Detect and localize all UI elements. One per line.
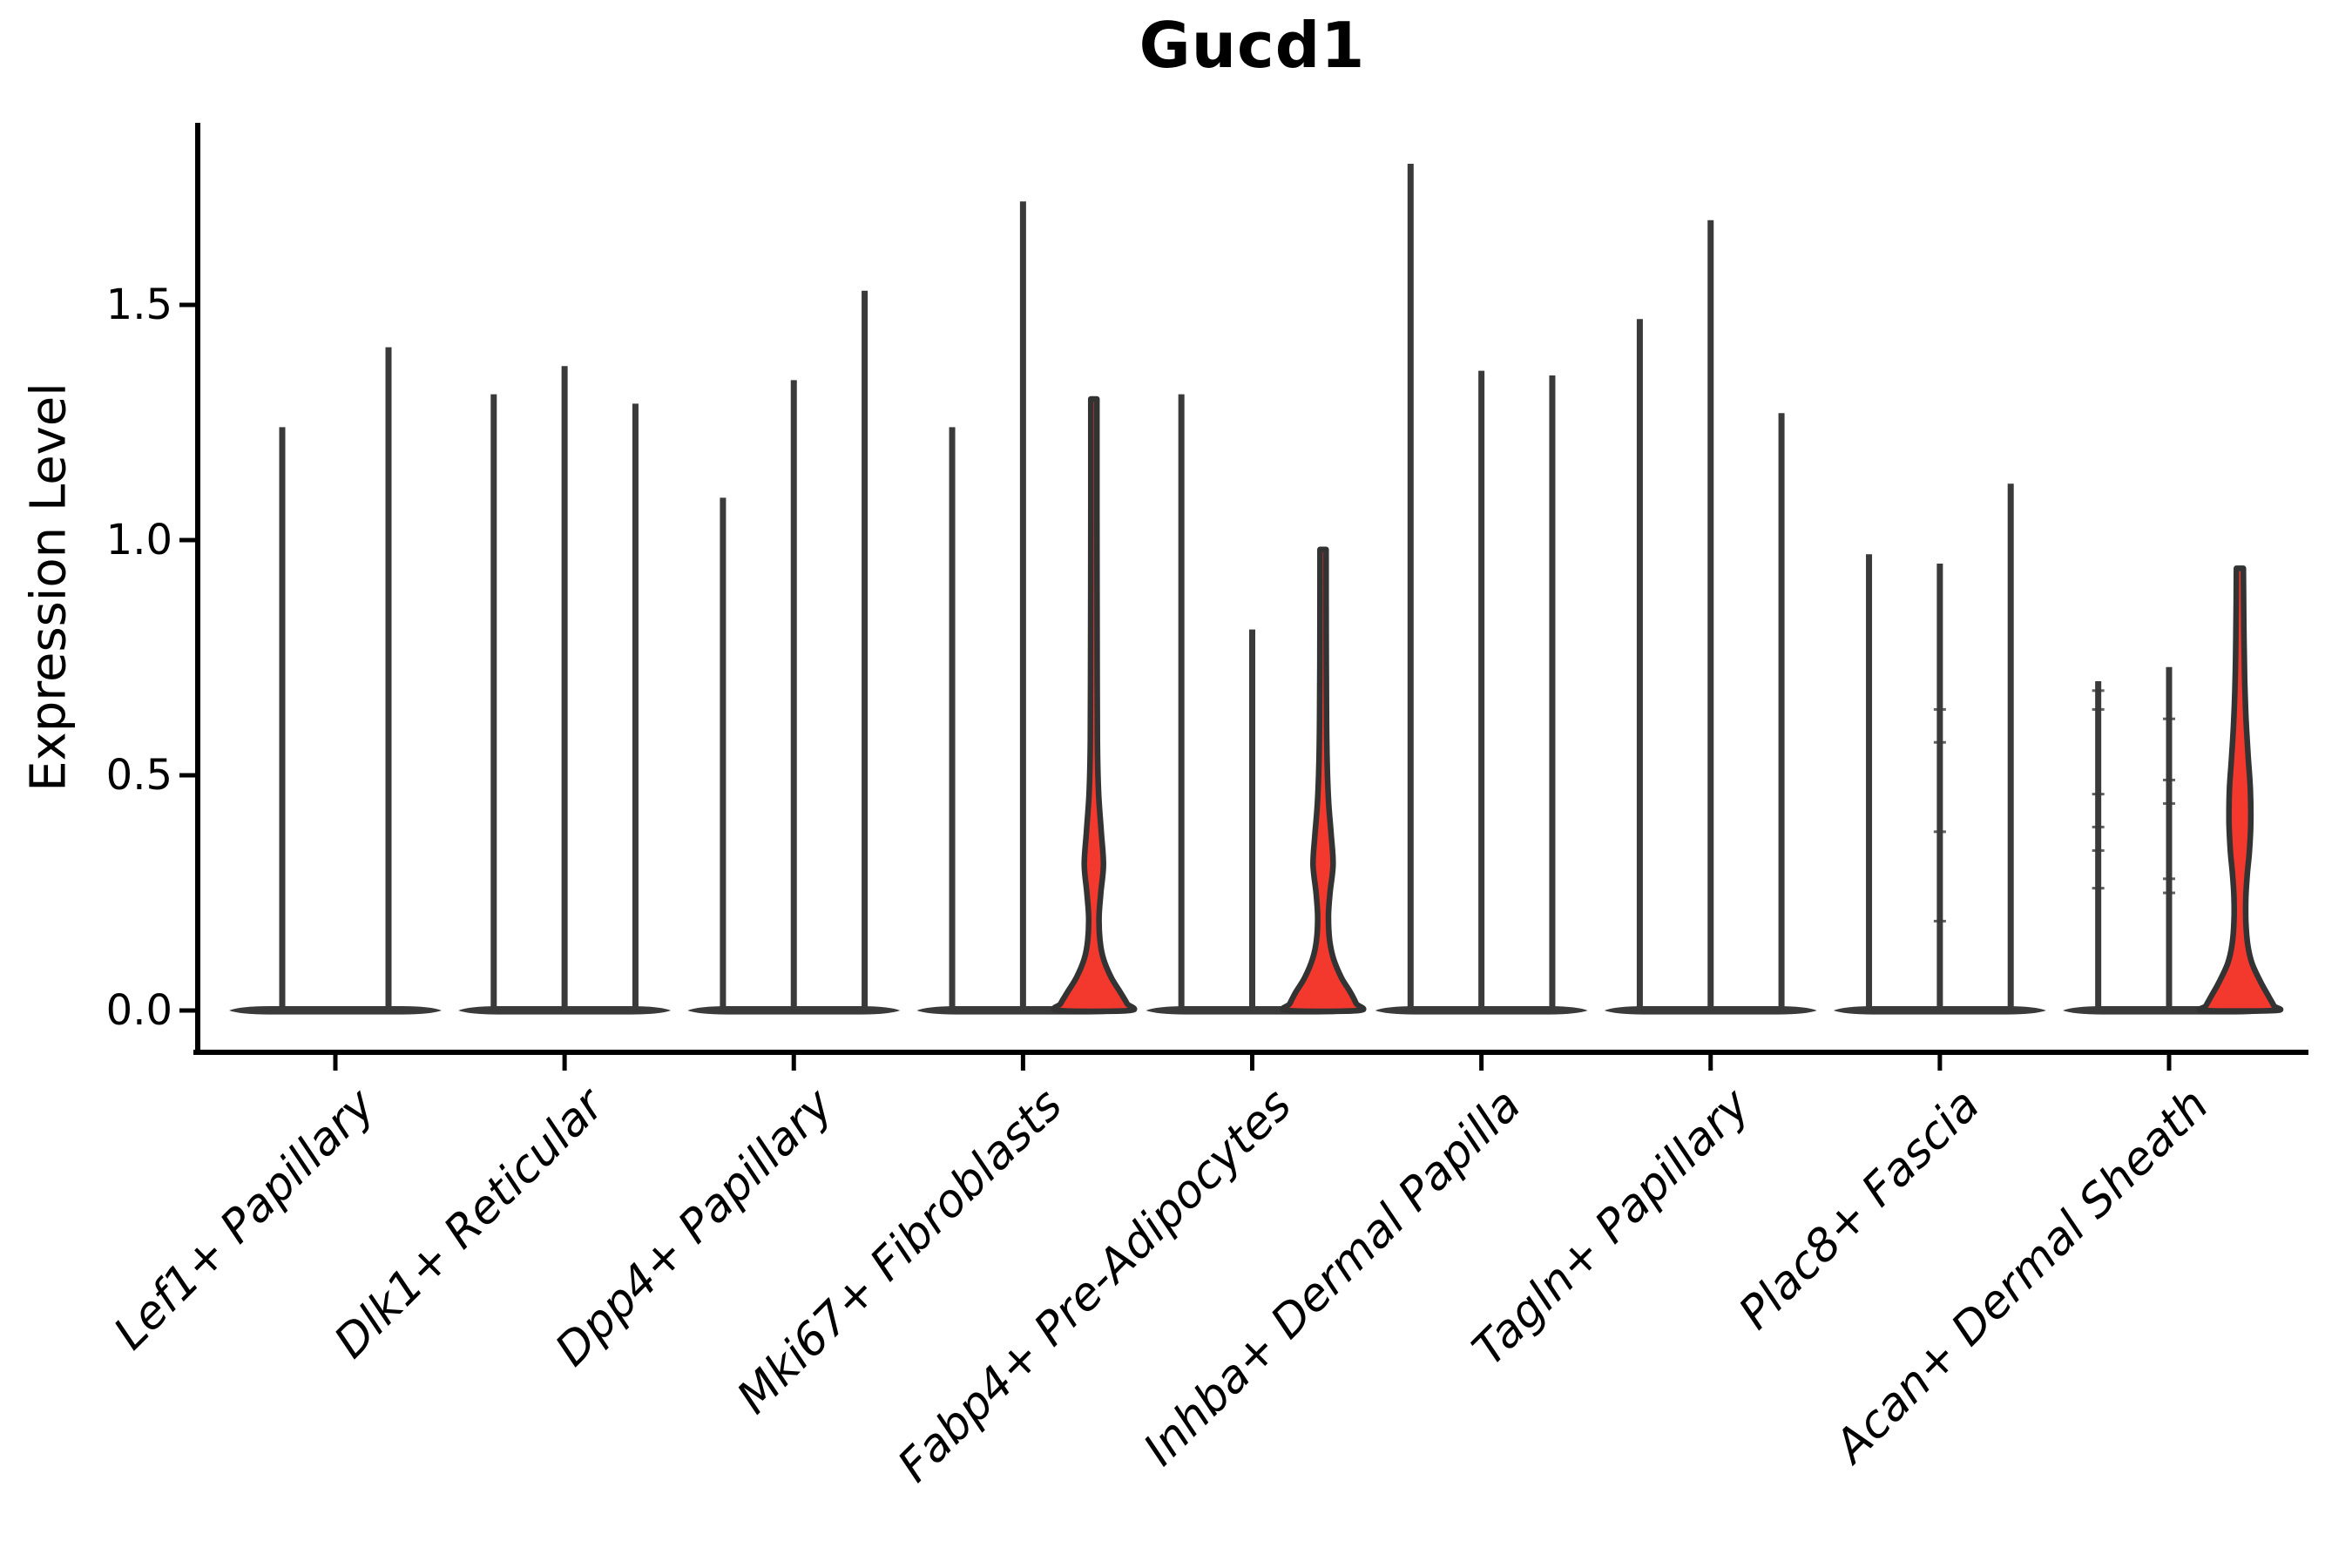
expression-point-dash: [2163, 877, 2175, 881]
y-tick-label: 1.5: [105, 280, 172, 329]
y-tick-label: 0.0: [105, 986, 172, 1035]
y-axis-label: Expression Level: [20, 382, 78, 792]
expression-point-dash: [2092, 689, 2105, 693]
expression-point-dash: [2092, 887, 2105, 890]
expression-point-dash: [2163, 801, 2175, 805]
violin-group-base: [1375, 1006, 1588, 1015]
violin-group-base: [229, 1006, 442, 1015]
expression-point-dash: [1933, 740, 1946, 744]
y-tick-label: 0.5: [105, 751, 172, 800]
expression-point-dash: [2163, 891, 2175, 895]
violin-group-base: [1604, 1006, 1817, 1015]
expression-point-dash: [2092, 707, 2105, 711]
violin-group-base: [687, 1006, 901, 1015]
expression-point-dash: [2092, 793, 2105, 796]
violin-group-base: [1833, 1006, 2046, 1015]
expression-point-dash: [2163, 717, 2175, 720]
violin-highlighted: [1051, 395, 1138, 1015]
violin-highlighted: [1280, 546, 1367, 1015]
violin-highlighted: [2196, 565, 2284, 1014]
expression-point-dash: [2163, 778, 2175, 781]
expression-point-dash: [1933, 830, 1946, 834]
expression-point-dash: [1933, 919, 1946, 923]
violin-group-base: [458, 1006, 672, 1015]
expression-point-dash: [2092, 825, 2105, 828]
y-tick-label: 1.0: [105, 516, 172, 564]
chart-title: Gucd1: [1139, 9, 1366, 82]
expression-point-dash: [2092, 848, 2105, 852]
expression-point-dash: [1933, 707, 1946, 711]
